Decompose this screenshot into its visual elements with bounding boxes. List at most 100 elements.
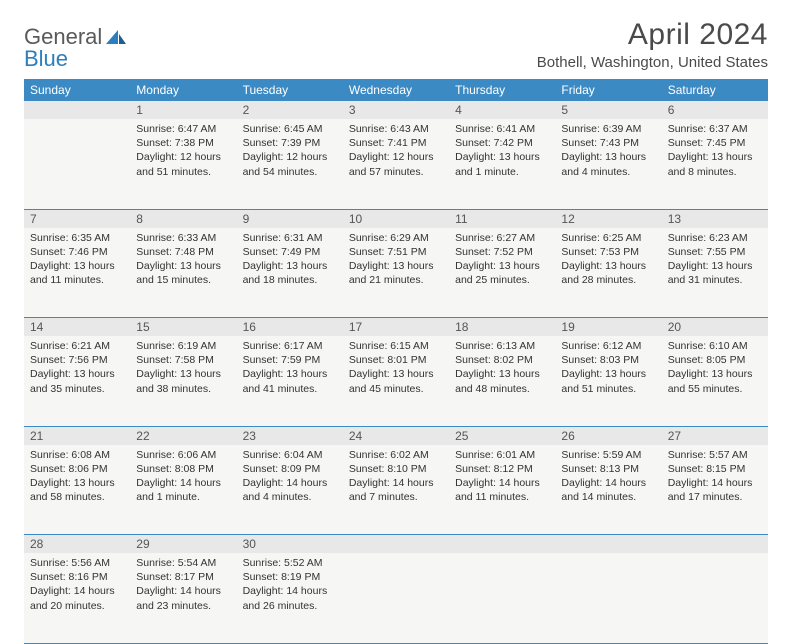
day-cell: Sunrise: 5:59 AMSunset: 8:13 PMDaylight:… (555, 445, 661, 535)
day-number: 6 (662, 101, 768, 119)
day-day1: Daylight: 14 hours (243, 584, 337, 598)
weekday-header: Saturday (662, 79, 768, 101)
day-number: 21 (24, 426, 130, 445)
day-number: 18 (449, 318, 555, 337)
day-number: 15 (130, 318, 236, 337)
day-sunset: Sunset: 7:55 PM (668, 245, 762, 259)
day-sunrise: Sunrise: 6:27 AM (455, 231, 549, 245)
day-day2: and 7 minutes. (349, 490, 443, 504)
day-number-row: 21222324252627 (24, 426, 768, 445)
day-number: 19 (555, 318, 661, 337)
day-day1: Daylight: 13 hours (30, 476, 124, 490)
day-content-row: Sunrise: 6:21 AMSunset: 7:56 PMDaylight:… (24, 336, 768, 426)
day-day2: and 35 minutes. (30, 382, 124, 396)
day-day1: Daylight: 12 hours (349, 150, 443, 164)
day-sunset: Sunset: 8:06 PM (30, 462, 124, 476)
day-sunrise: Sunrise: 6:31 AM (243, 231, 337, 245)
day-day1: Daylight: 13 hours (349, 259, 443, 273)
day-number-row: 78910111213 (24, 209, 768, 228)
day-sunrise: Sunrise: 6:15 AM (349, 339, 443, 353)
day-content-row: Sunrise: 5:56 AMSunset: 8:16 PMDaylight:… (24, 553, 768, 643)
day-day1: Daylight: 13 hours (668, 367, 762, 381)
day-day2: and 11 minutes. (30, 273, 124, 287)
day-sunrise: Sunrise: 6:01 AM (455, 448, 549, 462)
day-sunrise: Sunrise: 6:17 AM (243, 339, 337, 353)
day-day2: and 15 minutes. (136, 273, 230, 287)
day-day2: and 31 minutes. (668, 273, 762, 287)
day-cell: Sunrise: 6:35 AMSunset: 7:46 PMDaylight:… (24, 228, 130, 318)
day-sunrise: Sunrise: 6:29 AM (349, 231, 443, 245)
day-sunset: Sunset: 8:15 PM (668, 462, 762, 476)
day-day2: and 26 minutes. (243, 599, 337, 613)
day-sunset: Sunset: 7:45 PM (668, 136, 762, 150)
location: Bothell, Washington, United States (537, 54, 768, 71)
day-cell: Sunrise: 6:39 AMSunset: 7:43 PMDaylight:… (555, 119, 661, 209)
day-number: 30 (237, 535, 343, 554)
day-day1: Daylight: 14 hours (30, 584, 124, 598)
calendar-table: Sunday Monday Tuesday Wednesday Thursday… (24, 79, 768, 644)
day-sunset: Sunset: 8:12 PM (455, 462, 549, 476)
day-content-row: Sunrise: 6:08 AMSunset: 8:06 PMDaylight:… (24, 445, 768, 535)
month-title: April 2024 (537, 18, 768, 52)
day-day1: Daylight: 13 hours (30, 259, 124, 273)
day-number: 11 (449, 209, 555, 228)
day-sunset: Sunset: 7:48 PM (136, 245, 230, 259)
day-sunrise: Sunrise: 6:12 AM (561, 339, 655, 353)
day-number: 3 (343, 101, 449, 119)
day-day2: and 4 minutes. (243, 490, 337, 504)
day-day1: Daylight: 14 hours (243, 476, 337, 490)
day-sunrise: Sunrise: 5:52 AM (243, 556, 337, 570)
logo-sail-icon (104, 28, 128, 46)
day-cell: Sunrise: 6:10 AMSunset: 8:05 PMDaylight:… (662, 336, 768, 426)
day-number: 4 (449, 101, 555, 119)
day-sunset: Sunset: 7:59 PM (243, 353, 337, 367)
day-number: 1 (130, 101, 236, 119)
day-sunrise: Sunrise: 6:47 AM (136, 122, 230, 136)
day-sunrise: Sunrise: 6:39 AM (561, 122, 655, 136)
day-number-row: 123456 (24, 101, 768, 119)
day-number: 27 (662, 426, 768, 445)
day-cell: Sunrise: 5:57 AMSunset: 8:15 PMDaylight:… (662, 445, 768, 535)
day-cell: Sunrise: 6:04 AMSunset: 8:09 PMDaylight:… (237, 445, 343, 535)
day-number: 12 (555, 209, 661, 228)
day-number: 22 (130, 426, 236, 445)
day-cell: Sunrise: 5:56 AMSunset: 8:16 PMDaylight:… (24, 553, 130, 643)
day-sunset: Sunset: 8:05 PM (668, 353, 762, 367)
day-day1: Daylight: 13 hours (561, 259, 655, 273)
day-cell: Sunrise: 6:02 AMSunset: 8:10 PMDaylight:… (343, 445, 449, 535)
day-day1: Daylight: 13 hours (455, 259, 549, 273)
day-sunset: Sunset: 8:16 PM (30, 570, 124, 584)
day-number: 20 (662, 318, 768, 337)
day-day2: and 14 minutes. (561, 490, 655, 504)
day-sunset: Sunset: 7:51 PM (349, 245, 443, 259)
day-day1: Daylight: 13 hours (136, 259, 230, 273)
day-content-row: Sunrise: 6:47 AMSunset: 7:38 PMDaylight:… (24, 119, 768, 209)
day-cell: Sunrise: 6:27 AMSunset: 7:52 PMDaylight:… (449, 228, 555, 318)
day-sunset: Sunset: 8:03 PM (561, 353, 655, 367)
day-sunset: Sunset: 7:43 PM (561, 136, 655, 150)
day-sunset: Sunset: 7:49 PM (243, 245, 337, 259)
weekday-header: Monday (130, 79, 236, 101)
day-cell: Sunrise: 6:43 AMSunset: 7:41 PMDaylight:… (343, 119, 449, 209)
day-sunrise: Sunrise: 6:13 AM (455, 339, 549, 353)
day-day2: and 55 minutes. (668, 382, 762, 396)
day-sunrise: Sunrise: 6:33 AM (136, 231, 230, 245)
day-day1: Daylight: 13 hours (561, 367, 655, 381)
day-day1: Daylight: 14 hours (668, 476, 762, 490)
day-sunrise: Sunrise: 6:41 AM (455, 122, 549, 136)
day-day1: Daylight: 13 hours (455, 150, 549, 164)
day-day2: and 51 minutes. (561, 382, 655, 396)
day-number: 14 (24, 318, 130, 337)
day-number (662, 535, 768, 554)
day-number-row: 282930 (24, 535, 768, 554)
day-number: 16 (237, 318, 343, 337)
day-cell: Sunrise: 6:13 AMSunset: 8:02 PMDaylight:… (449, 336, 555, 426)
day-number: 10 (343, 209, 449, 228)
day-day2: and 57 minutes. (349, 165, 443, 179)
day-day2: and 17 minutes. (668, 490, 762, 504)
day-cell: Sunrise: 6:21 AMSunset: 7:56 PMDaylight:… (24, 336, 130, 426)
day-day1: Daylight: 12 hours (243, 150, 337, 164)
day-sunset: Sunset: 7:46 PM (30, 245, 124, 259)
day-sunrise: Sunrise: 5:56 AM (30, 556, 124, 570)
day-sunset: Sunset: 7:39 PM (243, 136, 337, 150)
